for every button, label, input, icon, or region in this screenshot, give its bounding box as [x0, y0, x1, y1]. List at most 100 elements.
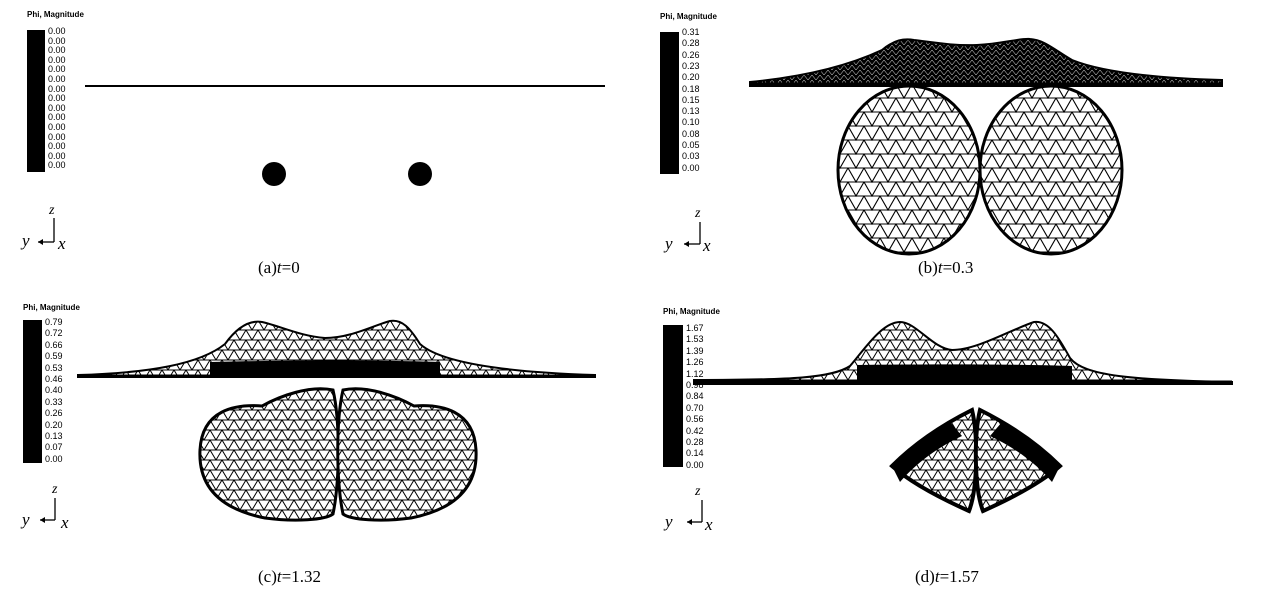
tick-label: 0.00	[682, 162, 700, 173]
tick-label: 0.46	[45, 374, 63, 384]
bubble-left	[198, 387, 340, 522]
axis-y-label: y	[665, 234, 673, 253]
tick-label: 0.14	[686, 448, 704, 459]
tick-label: 0.05	[682, 140, 700, 150]
tick-label: 0.00	[48, 93, 66, 104]
axis-triad	[687, 500, 703, 525]
tick-label: 0.26	[45, 408, 63, 419]
tick-label: 0.56	[686, 414, 704, 425]
axis-triad	[38, 218, 55, 245]
colorbar	[23, 320, 42, 463]
tick-label: 0.10	[682, 117, 700, 128]
tick-label: 0.53	[45, 362, 63, 373]
tick-label: 0.20	[45, 419, 63, 430]
y-arrow-icon	[687, 519, 692, 525]
tick-label: 0.59	[45, 351, 63, 362]
tick-label: 1.39	[686, 345, 704, 356]
tick-label: 0.00	[48, 112, 66, 123]
free-surface-hump	[749, 37, 1223, 87]
legend-title: Phi, Magnitude	[27, 10, 84, 19]
y-arrow-icon	[40, 517, 45, 523]
tick-label: 0.28	[682, 38, 700, 49]
caption-prefix: (a)	[258, 258, 277, 277]
bubble-left-edge	[892, 422, 962, 482]
tick-label: 0.28	[686, 437, 704, 447]
caption-var: t	[276, 258, 282, 277]
legend-title: Phi, Magnitude	[663, 307, 720, 316]
tick-label: 1.12	[686, 368, 704, 379]
tick-label: 0.79	[45, 317, 63, 327]
axis-x-label: x	[61, 513, 69, 532]
tick-label: 0.08	[682, 128, 700, 139]
panel-c: Phi, Magnitude 0.79 0.72 0.66 0.59 0.53 …	[0, 300, 632, 607]
y-arrow-icon	[38, 239, 43, 245]
mesh-scene	[77, 319, 596, 522]
tick-label: 1.53	[686, 334, 704, 345]
tick-label: 0.33	[45, 396, 63, 407]
tick-label: 0.00	[48, 54, 66, 65]
tick-label: 0.20	[682, 72, 700, 83]
axis-triad	[40, 498, 56, 523]
caption-var: t	[937, 258, 943, 277]
free-surface-base	[210, 360, 440, 377]
tick-label: 0.00	[48, 64, 66, 75]
tick-label: 0.18	[682, 83, 700, 94]
axis-z-label: z	[695, 206, 701, 221]
caption-prefix: (b)	[918, 258, 938, 277]
caption-var: t	[276, 567, 282, 586]
tick-label: 0.00	[48, 102, 66, 113]
bubble-right-edge	[990, 422, 1060, 482]
panel-d: Phi, Magnitude 1.67 1.53 1.39 1.26 1.12 …	[632, 300, 1264, 607]
tick-label: 0.31	[682, 27, 700, 37]
caption-var: t	[934, 567, 940, 586]
legend-title: Phi, Magnitude	[660, 12, 717, 21]
axis-y-label: y	[22, 231, 30, 250]
tick-label: 0.13	[682, 106, 700, 117]
free-surface-hump	[77, 319, 596, 378]
mesh-scene	[749, 37, 1223, 256]
mesh-scene	[693, 320, 1233, 514]
caption-value: =0.3	[942, 258, 974, 277]
caption: (c)t=1.32	[258, 567, 321, 587]
caption: (a)t=0	[258, 258, 300, 278]
colorbar	[660, 32, 679, 174]
tick-label: 0.15	[682, 94, 700, 105]
panel-b: Phi, Magnitude 0.31 0.28 0.26 0.23 0.20 …	[632, 0, 1264, 300]
tick-label: 0.00	[48, 160, 66, 171]
tick-label: 0.00	[48, 150, 66, 161]
tick-label: 0.84	[686, 391, 704, 402]
axis-triad	[684, 222, 701, 247]
tick-label: 0.66	[45, 339, 63, 350]
bubble-right	[336, 387, 478, 522]
tick-label: 0.13	[45, 431, 63, 441]
bubble-left	[262, 162, 286, 186]
axis-x-label: x	[58, 234, 66, 253]
free-surface-hump	[693, 320, 1233, 385]
tick-label: 0.42	[686, 425, 704, 436]
tick-label: 0.00	[686, 459, 704, 470]
axis-z-label: z	[52, 482, 58, 497]
tick-label: 0.00	[45, 453, 63, 464]
tick-label: 0.00	[48, 122, 66, 132]
tick-label: 0.72	[45, 328, 63, 339]
y-arrow-icon	[684, 241, 689, 247]
caption-prefix: (d)	[915, 567, 935, 586]
tick-label: 0.07	[45, 442, 63, 453]
bubble-left	[836, 84, 982, 256]
axis-z-label: z	[695, 484, 701, 499]
bubble-right	[408, 162, 432, 186]
axis-y-label: y	[665, 512, 673, 531]
tick-label: 0.26	[682, 49, 700, 60]
caption-value: =0	[281, 258, 300, 277]
axis-y-label: y	[22, 510, 30, 529]
tick-label: 0.00	[48, 74, 66, 84]
bubble-right	[978, 84, 1124, 256]
tick-label: 0.00	[48, 83, 66, 94]
caption-value: =1.57	[939, 567, 979, 586]
colorbar	[27, 30, 45, 172]
caption-value: =1.32	[281, 567, 321, 586]
axis-z-label: z	[49, 203, 55, 218]
axis-x-label: x	[703, 236, 711, 255]
legend-title: Phi, Magnitude	[23, 303, 80, 312]
tick-label: 0.03	[682, 151, 700, 162]
